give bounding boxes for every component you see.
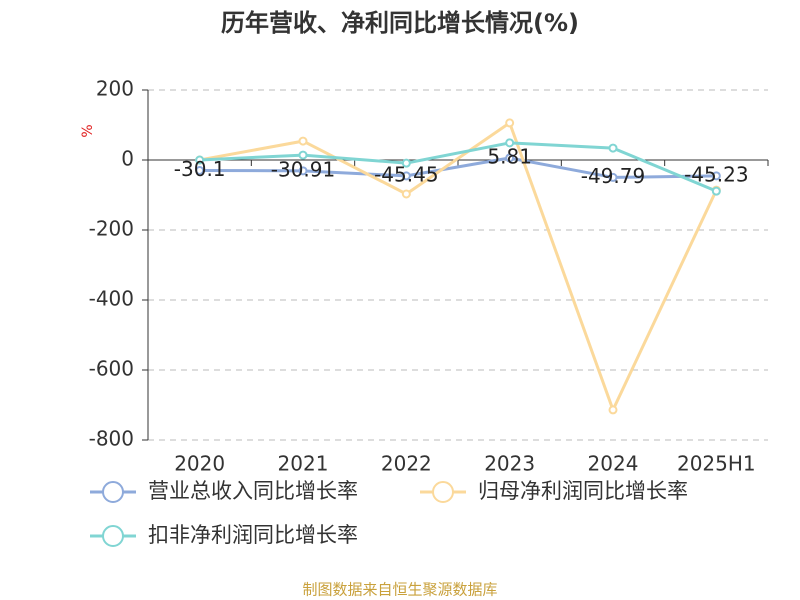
- x-tick-label: 2024: [588, 452, 639, 476]
- data-point: [711, 171, 721, 181]
- x-tick-label: 2020: [174, 452, 225, 476]
- data-point: [505, 153, 515, 163]
- x-tick-label: 2023: [484, 452, 535, 476]
- legend-marker: [102, 481, 124, 503]
- data-point: [298, 150, 308, 160]
- x-tick-label: 2025H1: [677, 452, 756, 476]
- x-tick-label: 2022: [381, 452, 432, 476]
- data-point: [608, 143, 618, 153]
- data-label: -49.79: [581, 164, 645, 188]
- data-label: -30.1: [174, 157, 226, 181]
- data-point: [608, 405, 618, 415]
- chart-title: 历年营收、净利同比增长情况(%): [221, 9, 579, 37]
- series-line: [199, 156, 717, 179]
- data-point: [401, 158, 411, 168]
- data-point: [298, 136, 308, 146]
- legend-marker: [102, 525, 124, 547]
- y-tick-label: -600: [89, 357, 134, 381]
- data-point: [505, 118, 515, 128]
- series-line: [199, 120, 718, 414]
- data-point: [401, 189, 411, 199]
- y-axis-unit: %: [80, 124, 96, 137]
- x-tick-label: 2021: [278, 452, 329, 476]
- data-point: [711, 186, 721, 196]
- legend-label: 归母净利润同比增长率: [478, 479, 688, 503]
- y-tick-label: -200: [89, 217, 134, 241]
- data-point: [195, 155, 205, 165]
- data-label: -30.91: [271, 157, 335, 181]
- y-tick-label: 0: [121, 147, 134, 171]
- data-point: [505, 138, 515, 148]
- data-label: -45.23: [684, 162, 748, 186]
- y-tick-label: -400: [89, 287, 134, 311]
- data-label: -45.45: [374, 162, 438, 186]
- data-point: [608, 172, 618, 182]
- y-tick-label: -800: [89, 427, 134, 451]
- source-note: 制图数据来自恒生聚源数据库: [302, 581, 497, 599]
- data-point: [401, 171, 411, 181]
- legend-label: 扣非净利润同比增长率: [148, 523, 358, 547]
- legend-label: 营业总收入同比增长率: [148, 479, 358, 503]
- data-point: [195, 166, 205, 176]
- y-tick-label: 200: [96, 77, 134, 101]
- series-line: [199, 141, 717, 193]
- data-point: [298, 166, 308, 176]
- data-label: 5.81: [487, 144, 532, 168]
- legend-marker: [432, 481, 454, 503]
